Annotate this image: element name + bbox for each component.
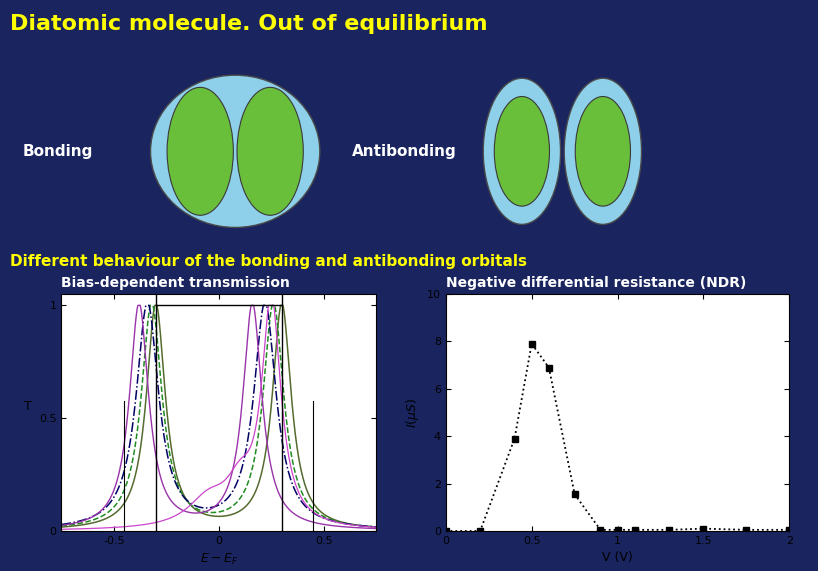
X-axis label: $E - E_F$: $E - E_F$ xyxy=(200,552,238,566)
Ellipse shape xyxy=(237,87,303,215)
Text: Bonding: Bonding xyxy=(23,144,93,159)
Y-axis label: $I(\mu S)$: $I(\mu S)$ xyxy=(404,397,421,428)
Ellipse shape xyxy=(167,87,233,215)
Text: Negative differential resistance (NDR): Negative differential resistance (NDR) xyxy=(446,276,746,290)
Ellipse shape xyxy=(494,96,550,206)
Text: Bias-dependent transmission: Bias-dependent transmission xyxy=(61,276,290,290)
Y-axis label: T: T xyxy=(24,400,32,412)
Text: Different behaviour of the bonding and antibonding orbitals: Different behaviour of the bonding and a… xyxy=(10,254,527,268)
Ellipse shape xyxy=(151,75,320,227)
Text: Antibonding: Antibonding xyxy=(352,144,456,159)
Ellipse shape xyxy=(575,96,631,206)
Ellipse shape xyxy=(483,78,560,224)
X-axis label: V (V): V (V) xyxy=(602,552,633,565)
Text: Diatomic molecule. Out of equilibrium: Diatomic molecule. Out of equilibrium xyxy=(10,14,488,34)
Ellipse shape xyxy=(564,78,641,224)
